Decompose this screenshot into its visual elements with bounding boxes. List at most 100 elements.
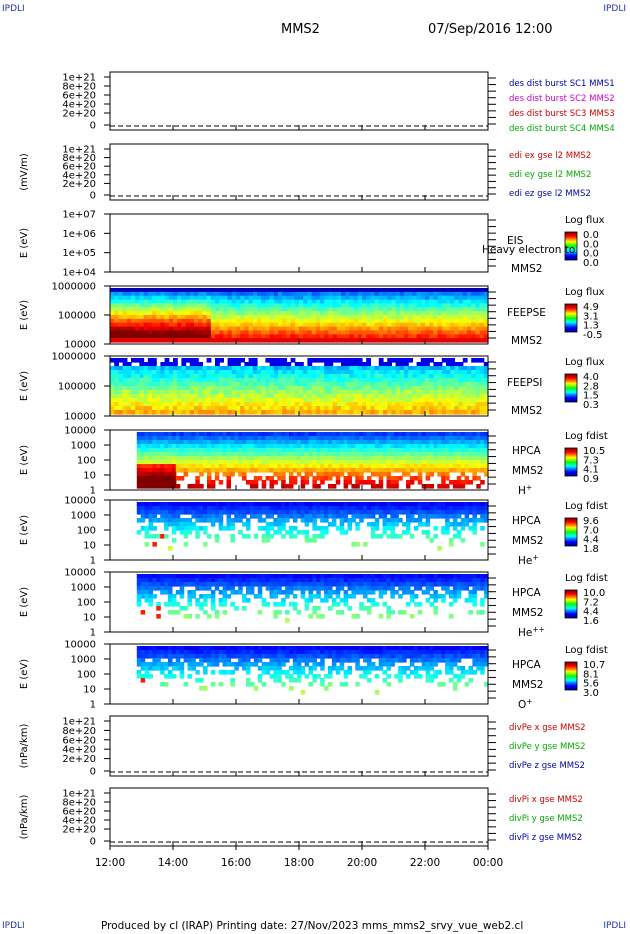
spectrogram-cell [242,464,247,469]
spectrogram-cell [249,468,255,473]
spectrogram-cell [484,440,489,445]
spectrogram-cell [316,614,321,619]
spectrogram-cell [320,586,325,591]
spectrogram-cell [421,484,427,489]
spectrogram-cell [278,386,283,391]
spectrogram-cell [391,311,397,316]
spectrogram-cell [357,394,363,399]
spectrogram-cell [242,534,247,539]
spectrogram-cell [445,452,450,457]
spectrogram-cell [449,602,454,607]
spectrogram-cell [265,370,271,375]
spectrogram-cell [248,410,254,415]
spectrogram-cell [218,502,224,507]
spectrogram-cell [429,472,434,477]
spectrogram-cell [304,538,310,543]
spectrogram-cell [349,307,355,312]
spectrogram-cell [324,295,329,301]
spectrogram-cell [139,374,145,379]
spectrogram-cell [257,366,262,371]
spectrogram-cell [425,598,431,603]
spectrogram-cell [126,315,132,320]
spectrogram-cell [472,464,477,469]
spectrogram-cell [425,444,431,449]
spectrogram-cell [394,502,399,507]
spectrogram-cell [378,448,384,453]
spectrogram-cell [210,602,216,607]
spectrogram-cell [296,440,302,445]
spectrogram-cell [281,602,286,607]
spectrogram-cell [456,448,462,453]
spectrogram-cell [462,410,468,415]
spectrogram-cell [198,311,203,316]
spectrogram-cell [289,440,294,445]
spectrogram-cell [257,578,263,583]
spectrogram-cell [353,374,359,379]
spectrogram-cell [303,303,308,308]
spectrogram-cell [171,432,177,437]
spectrogram-cell [187,432,192,437]
spectrogram-cell [347,448,352,453]
spectrogram-cell [164,382,170,387]
spectrogram-cell [445,506,450,511]
spectrogram-cell [214,440,220,445]
spectrogram-cell [475,366,481,371]
spectrogram-cell [374,586,380,591]
spectrogram-cell [425,406,430,411]
spectrogram-cell [265,432,271,437]
spectrogram-cell [311,374,317,379]
spectrogram-cell [257,370,262,375]
spectrogram-cell [210,326,216,332]
spectrogram-cell [118,370,124,375]
spectrogram-cell [320,476,325,481]
spectrogram-cell [282,291,287,297]
spectrogram-cell [261,382,266,387]
spectrogram-cell [413,582,419,587]
spectrogram-cell [187,614,192,619]
spectrogram-cell [355,578,360,583]
spectrogram-cell [253,484,259,489]
spectrogram-cell [320,311,325,316]
spectrogram-cell [168,452,173,457]
spectrogram-cell [253,448,259,453]
spectrogram-cell [391,326,397,332]
spectrogram-cell [476,468,481,473]
spectrogram-cell [131,322,136,328]
spectrogram-cell [278,322,283,328]
spectrogram-cell [152,510,157,515]
species-charge: + [532,553,538,562]
spectrogram-cell [257,386,262,391]
spectrogram-cell [328,311,334,316]
spectrogram-cell [328,594,333,599]
spectrogram-cell [355,440,360,445]
spectrogram-cell [441,291,447,297]
spectrogram-cell [429,291,434,297]
spectrogram-cell [194,330,199,335]
spectrogram-cell [353,299,359,305]
spectrogram-cell [206,370,212,375]
spectrogram-cell [402,456,407,461]
spectrogram-cell [437,484,442,489]
spectrogram-cell [404,318,409,324]
spectrogram-cell [308,460,313,465]
spectrogram-cell [460,448,466,453]
spectrogram-cell [390,484,395,489]
spectrogram-cell [203,514,208,519]
spectrogram-cell [242,468,247,473]
spectrogram-cell [181,315,187,320]
spectrogram-cell [353,326,359,332]
spectrogram-cell [168,378,174,383]
spectrogram-cell [312,610,317,615]
spectrogram-cell [425,334,430,339]
spectrogram-cell [357,406,363,411]
spectrogram-cell [156,291,161,297]
spectrogram-cell [425,374,430,379]
spectrogram-cell [452,506,458,511]
spectrogram-cell [187,444,192,449]
spectrogram-cell [339,456,345,461]
spectrogram-cell [273,480,278,485]
spectrogram-cell [273,468,278,473]
spectrogram-cell [126,406,132,411]
spectrogram-cell [391,291,397,297]
spectrogram-cell [219,307,224,312]
